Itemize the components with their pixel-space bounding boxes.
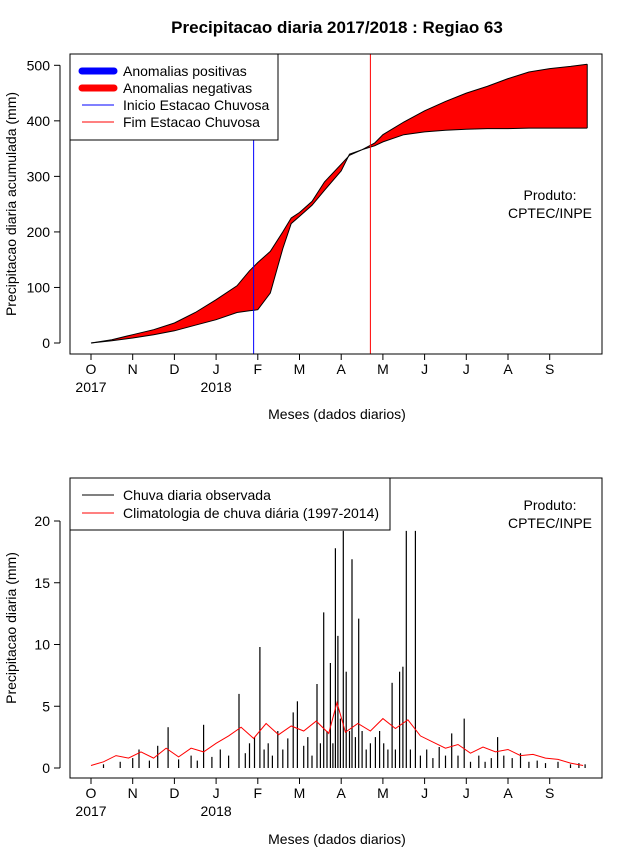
top-x-axis-tick-label: M xyxy=(294,361,306,377)
bottom-x-axis-tick-label: A xyxy=(337,785,347,801)
top-y-axis-tick-label: 100 xyxy=(27,279,51,295)
bottom-plot-area xyxy=(90,530,586,768)
top-x-axis-tick-label: A xyxy=(503,361,513,377)
bottom-x-axis-tick-label: J xyxy=(213,785,220,801)
bottom-y-axis-tick-label: 15 xyxy=(34,575,50,591)
bottom-x-axis-tick-label: M xyxy=(294,785,306,801)
top-x-axis-tick-label: F xyxy=(254,361,263,377)
top-x-axis-tick-label: D xyxy=(169,361,179,377)
top-legend: Anomalias positivas Anomalias negativas … xyxy=(69,53,279,141)
legend-label-start: Inicio Estacao Chuvosa xyxy=(123,97,270,113)
top-y-axis-tick-label: 300 xyxy=(27,168,51,184)
bottom-x-axis-year-label: 2017 xyxy=(75,803,106,819)
top-x-axis-tick-label: O xyxy=(86,361,97,377)
bottom-x-axis-year-label: 2018 xyxy=(201,803,232,819)
top-y-axis-label: Precipitacao diaria acumulada (mm) xyxy=(3,92,19,316)
legend-label-observed: Chuva diaria observada xyxy=(123,487,271,503)
legend-label-negative: Anomalias negativas xyxy=(123,80,252,96)
climatology-daily-line xyxy=(90,700,584,766)
top-x-axis-year-label: 2017 xyxy=(75,379,106,395)
top-y-axis-tick-label: 400 xyxy=(27,113,51,129)
top-x-axis-tick-label: J xyxy=(421,361,428,377)
bottom-x-axis-tick-label: M xyxy=(377,785,389,801)
top-y-axis-tick-label: 0 xyxy=(42,335,50,351)
bottom-legend: Chuva diaria observada Climatologia de c… xyxy=(69,477,391,531)
bottom-x-axis-tick-label: A xyxy=(503,785,513,801)
negative-anomaly-area xyxy=(91,64,588,343)
bottom-x-axis-tick-label: D xyxy=(169,785,179,801)
bottom-x-axis: O N D J F M A M J J A S 2017 2018 xyxy=(75,777,554,819)
top-x-axis-year-label: 2018 xyxy=(201,379,232,395)
top-y-axis-tick-label: 500 xyxy=(27,57,51,73)
bottom-x-axis-label: Meses (dados diarios) xyxy=(268,831,406,847)
bottom-y-axis-tick-label: 10 xyxy=(34,637,50,653)
bottom-y-axis-tick-label: 20 xyxy=(34,513,50,529)
bottom-x-axis-tick-label: O xyxy=(86,785,97,801)
top-x-axis-tick-label: A xyxy=(337,361,347,377)
top-x-axis-label: Meses (dados diarios) xyxy=(268,406,406,422)
bottom-x-axis-tick-label: J xyxy=(421,785,428,801)
bottom-x-axis-tick-label: J xyxy=(463,785,470,801)
top-annotation-cptec: CPTEC/INPE xyxy=(508,205,592,221)
top-annotation-produto: Produto: xyxy=(524,187,577,203)
bottom-y-axis: 0 5 10 15 20 xyxy=(34,513,61,776)
top-x-axis-tick-label: N xyxy=(128,361,138,377)
top-x-axis: O N D J F M A M J J A S 2017 2018 xyxy=(75,353,554,395)
top-x-axis-tick-label: S xyxy=(545,361,554,377)
climatology-cumulative-line xyxy=(90,63,588,344)
chart-title: Precipitacao diaria 2017/2018 : Regiao 6… xyxy=(171,18,503,37)
bottom-y-axis-tick-label: 5 xyxy=(42,698,50,714)
bottom-annotation-produto: Produto: xyxy=(524,497,577,513)
top-x-axis-tick-label: M xyxy=(377,361,389,377)
top-y-axis-tick-label: 200 xyxy=(27,224,51,240)
bottom-x-axis-tick-label: F xyxy=(254,785,263,801)
bottom-y-axis-tick-label: 0 xyxy=(42,760,50,776)
bottom-x-axis-tick-label: S xyxy=(545,785,554,801)
bottom-legend-box xyxy=(69,477,391,531)
observed-cumulative-line xyxy=(90,127,588,344)
bottom-y-axis-label: Precipitacao diaria (mm) xyxy=(3,552,19,704)
legend-label-end: Fim Estacao Chuvosa xyxy=(123,114,260,130)
top-x-axis-tick-label: J xyxy=(463,361,470,377)
legend-label-positive: Anomalias positivas xyxy=(123,63,247,79)
top-y-axis: 0 100 200 300 400 500 xyxy=(27,57,61,351)
top-plot-area xyxy=(90,54,588,354)
top-x-axis-tick-label: J xyxy=(213,361,220,377)
legend-label-climatology: Climatologia de chuva diária (1997-2014) xyxy=(123,505,379,521)
bottom-x-axis-tick-label: N xyxy=(128,785,138,801)
bottom-annotation-cptec: CPTEC/INPE xyxy=(508,515,592,531)
